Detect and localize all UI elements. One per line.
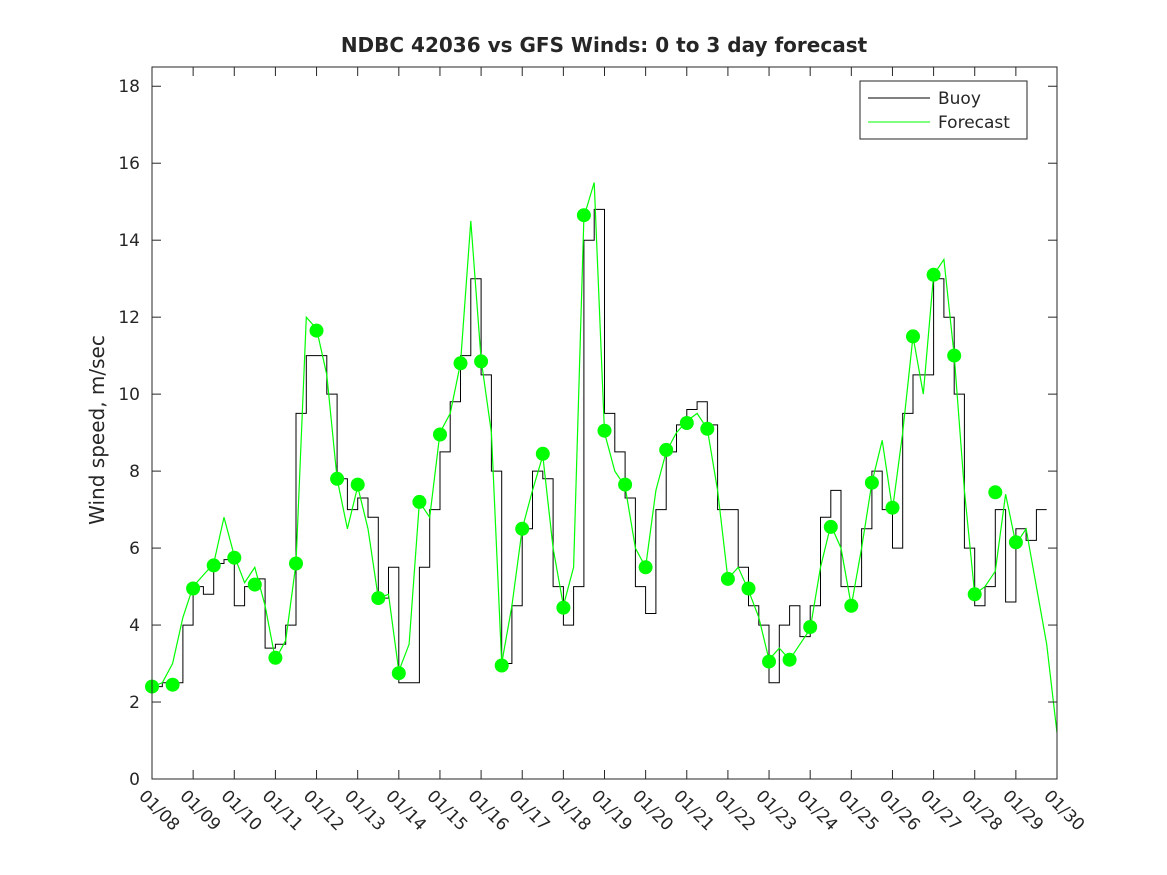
x-tick-label: 01/13 [340,786,389,835]
x-tick-label: 01/14 [381,786,430,835]
forecast-marker [412,494,427,509]
x-tick-label: 01/24 [793,786,842,835]
forecast-marker [659,442,674,457]
series-buoy-line [152,208,1047,688]
forecast-marker [309,323,324,338]
y-tick-label: 18 [118,77,140,97]
x-tick-label: 01/15 [422,786,471,835]
y-tick-label: 12 [118,308,140,328]
forecast-marker [885,500,900,515]
x-tick-label: 01/22 [710,786,759,835]
forecast-marker [433,427,447,442]
forecast-marker [227,550,242,565]
forecast-marker [165,677,180,692]
forecast-marker [906,329,920,344]
forecast-marker [289,556,303,571]
y-tick-label: 8 [129,462,140,482]
x-tick-label: 01/20 [628,786,677,835]
forecast-marker [186,581,201,596]
forecast-marker [371,591,386,606]
plot-area [145,66,1058,780]
forecast-marker [330,471,345,486]
forecast-marker [926,267,941,282]
forecast-marker [535,446,550,461]
forecast-marker [597,423,612,438]
forecast-marker [967,587,982,602]
y-tick-label: 4 [129,616,140,636]
forecast-marker [1008,535,1023,550]
legend: Buoy Forecast [859,80,1028,140]
forecast-marker [823,519,838,534]
y-axis-label: Wind speed, m/sec [85,335,109,525]
forecast-marker [453,356,468,371]
forecast-marker [268,650,283,665]
forecast-marker [720,571,735,586]
x-tick-label: 01/09 [176,786,225,835]
y-tick-label: 10 [118,385,140,405]
x-tick-label: 01/10 [217,786,266,835]
forecast-marker [515,521,530,536]
x-tick-label: 01/21 [669,786,718,835]
x-tick-label: 01/29 [998,786,1047,835]
forecast-marker [782,652,797,667]
legend-buoy-label: Buoy [938,89,981,109]
x-tick-label: 01/18 [546,786,595,835]
x-tick-label: 01/23 [752,786,801,835]
x-tick-label: 01/16 [464,786,513,835]
forecast-marker [247,577,262,592]
y-tick-label: 16 [118,154,140,174]
x-tick-label: 01/27 [916,786,965,835]
x-tick-label: 01/25 [834,786,883,835]
y-axis: 0 2 4 6 8 10 12 14 16 18 [118,77,1057,790]
x-tick-label: 01/11 [258,786,307,835]
forecast-marker [494,658,509,673]
forecast-marker [803,620,818,634]
x-tick-label: 01/30 [1039,786,1088,835]
forecast-marker [741,581,756,596]
y-tick-label: 6 [129,539,140,559]
forecast-marker [844,598,859,613]
forecast-marker [700,421,715,436]
y-tick-label: 2 [129,693,140,713]
forecast-marker [350,477,365,492]
x-tick-label: 01/17 [505,786,554,835]
forecast-marker [391,666,406,681]
forecast-marker [556,600,571,615]
forecast-marker [206,558,221,573]
y-tick-label: 14 [118,231,140,251]
x-tick-label: 01/28 [957,786,1006,835]
x-tick-label: 01/19 [587,786,636,835]
x-tick-label: 01/08 [134,786,183,835]
forecast-marker [638,560,653,575]
x-tick-label: 01/26 [875,786,924,835]
forecast-marker [576,208,591,223]
forecast-marker [679,416,694,430]
chart-title: NDBC 42036 vs GFS Winds: 0 to 3 day fore… [341,33,868,57]
x-tick-label: 01/12 [299,786,348,835]
forecast-marker [947,348,962,363]
forecast-marker [864,475,879,490]
forecast-marker [762,654,776,669]
forecast-marker [474,354,489,369]
y-tick-label: 0 [129,770,140,790]
legend-forecast-label: Forecast [938,113,1010,133]
legend-box [859,80,1028,140]
forecast-marker [988,485,1003,500]
forecast-marker [618,477,633,492]
